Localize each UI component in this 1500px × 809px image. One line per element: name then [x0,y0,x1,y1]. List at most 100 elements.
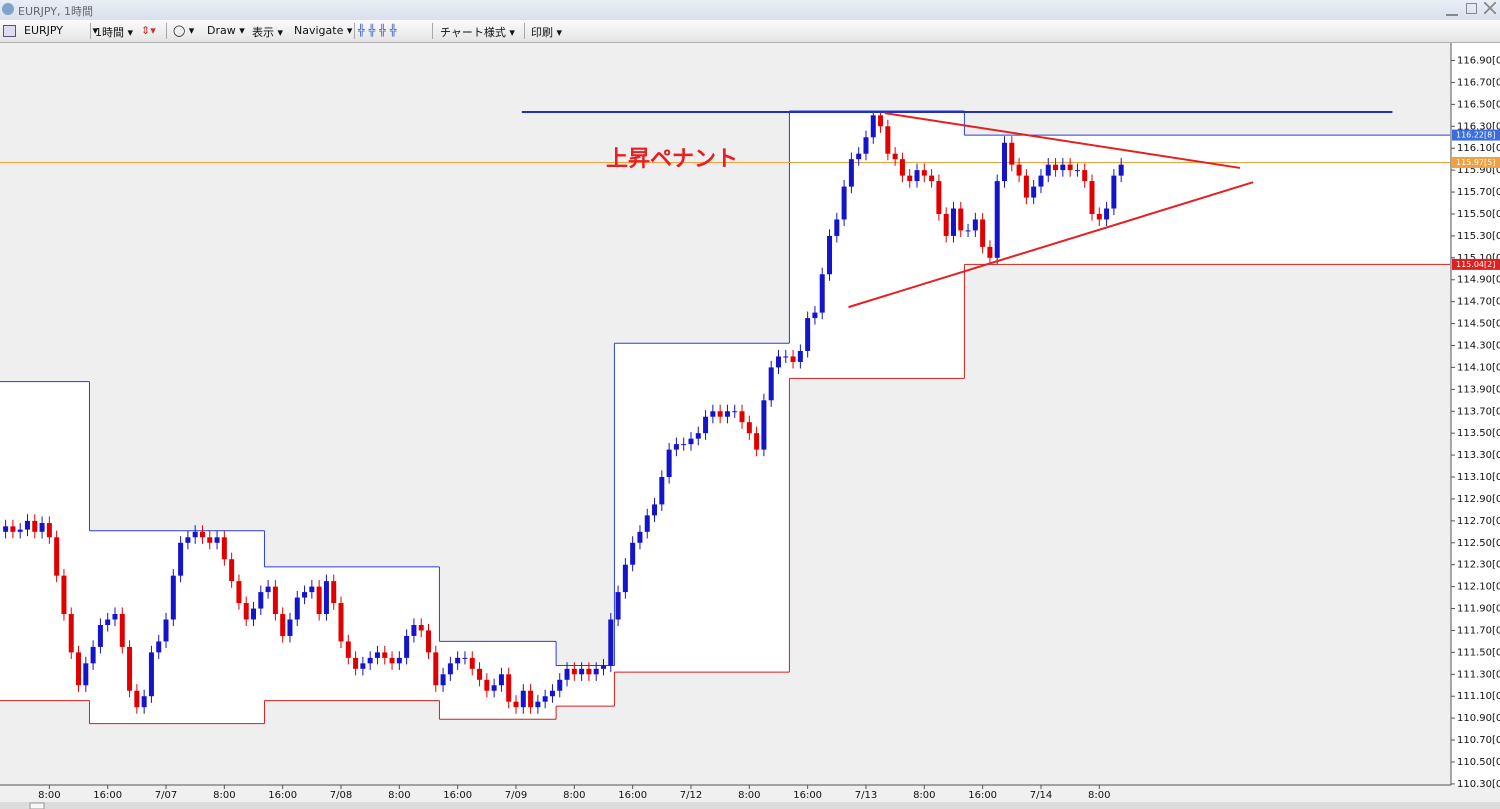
candle-body [418,624,424,631]
y-tick-label: 114.90[0] [1457,275,1500,286]
x-tick-label: 7/14 [1030,790,1052,801]
candle-body [491,685,497,691]
candle-body [644,515,650,532]
y-tick-label: 111.50[0] [1457,647,1500,658]
y-tick-label: 116.70[0] [1457,77,1500,88]
candle-body [251,608,257,620]
range-box [964,135,1450,265]
candle-body [163,619,169,642]
candle-body [899,159,905,176]
candle-body [834,219,840,236]
candle-body [134,690,140,708]
candle-body [396,657,402,664]
navigate-menu[interactable]: Navigate ▾ [294,24,353,37]
candle-body [76,652,82,686]
candle-body [754,433,760,450]
zoom-buttons[interactable]: ╬╬╬╬ [358,24,401,37]
y-tick-label: 111.30[0] [1457,669,1500,680]
maximize-button[interactable] [1466,3,1477,14]
candle-body [469,657,475,669]
candle-body [90,646,96,664]
candle-body [280,614,286,636]
candle-body [272,586,278,615]
candle-body [637,531,643,543]
candle-body [724,411,730,417]
chart-style-menu[interactable]: チャート様式 ▾ [440,26,515,39]
x-tick-label: 8:00 [213,790,235,801]
scrollbar[interactable] [0,802,1500,809]
x-tick-label: 7/07 [155,790,177,801]
candle-body [622,564,628,593]
trendline [848,181,1254,309]
candle-body [892,153,898,160]
scroll-thumb[interactable] [29,802,45,809]
candle-body [768,367,774,401]
candle-body [681,444,687,446]
candle-body [389,657,395,664]
candle-body [652,504,658,516]
candle-body [243,603,249,620]
candle-body [236,581,242,604]
window-title: EURJPY, 1時間 [18,5,93,18]
x-tick-label: 16:00 [793,790,822,801]
y-tick-label: 110.90[0] [1457,713,1500,724]
shape-button[interactable]: ◯ ▾ [173,24,195,37]
candle-body [462,657,468,659]
candle-body [112,614,118,620]
candle-body [265,586,271,593]
candle-body [921,170,927,176]
candle-body [185,537,191,543]
candle-body [980,219,986,247]
candle-body [207,537,213,543]
y-tick-label: 112.90[0] [1457,494,1500,505]
candle-body [885,126,891,154]
candle-body [1002,142,1008,182]
candle-body [571,668,577,675]
candle-body [338,603,344,642]
candle-body [258,592,264,609]
candle-body [557,679,563,691]
candle-body [673,444,679,450]
plot-area: 上昇ペナント [0,110,1450,725]
candle-body [455,657,461,664]
draw-menu[interactable]: Draw ▾ [207,24,245,37]
candle-body [943,213,949,236]
symbol-select[interactable]: EURJPY ▾ [24,24,99,37]
candle-style-button[interactable]: ⇕▾ [141,24,156,37]
y-tick-label: 112.10[0] [1457,582,1500,593]
candle-body [105,619,111,625]
candle-body [819,274,825,313]
candle-body [520,690,526,708]
candle-body [1118,164,1124,176]
candle-body [345,641,351,658]
range-box [264,566,440,701]
candle-body [433,652,439,686]
y-tick-label: 113.30[0] [1457,450,1500,461]
candle-body [593,668,599,675]
y-tick-label: 114.50[0] [1457,319,1500,330]
candle-body [710,411,716,417]
timeframe-select[interactable]: 1時間 ▾ [95,26,134,39]
x-tick-label: 16:00 [618,790,647,801]
candle-body [214,537,220,543]
candle-body [994,181,1000,258]
candle-body [1104,208,1110,220]
chart-icon[interactable] [3,25,16,37]
print-menu[interactable]: 印刷 ▾ [531,26,563,39]
candle-body [1067,164,1073,171]
candle-body [827,235,833,275]
y-tick-label: 114.30[0] [1457,340,1500,351]
x-tick-label: 7/08 [330,790,352,801]
close-button[interactable] [1484,2,1496,14]
minimize-button[interactable] [1446,2,1458,16]
y-tick-label: 116.10[0] [1457,143,1500,154]
x-tick-label: 16:00 [93,790,122,801]
view-menu[interactable]: 表示 ▾ [252,26,284,39]
y-tick-label: 115.30[0] [1457,231,1500,242]
candle-body [630,542,636,565]
x-tick-label: 8:00 [913,790,935,801]
x-tick-label: 7/12 [680,790,702,801]
y-tick-label: 116.30[0] [1457,121,1500,132]
candle-body [447,663,453,675]
